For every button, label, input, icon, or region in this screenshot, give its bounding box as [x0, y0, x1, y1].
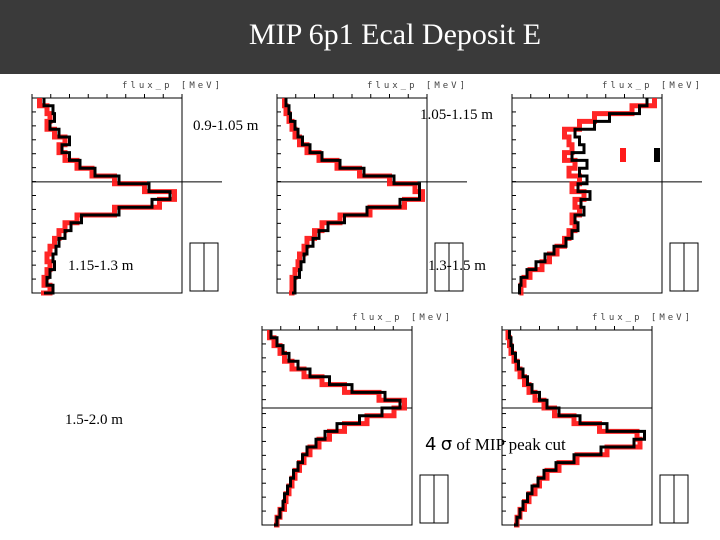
- cut-text: of MIP peak cut: [456, 435, 566, 454]
- chart-svg: flux_p [MeV]: [31, 81, 223, 296]
- cut-number: 4: [425, 434, 437, 455]
- cut-annotation: 4 σ of MIP peak cut: [425, 434, 566, 455]
- page-title: MIP 6p1 Ecal Deposit E: [248, 18, 542, 51]
- series-line-1: [42, 98, 172, 295]
- plot-frame: [501, 329, 653, 526]
- chart-svg: flux_p [MeV]: [501, 313, 693, 528]
- series-line-0: [37, 98, 177, 296]
- legend-red-marker: [620, 148, 626, 162]
- range-label-r2: 1.05-1.15 m: [420, 107, 493, 123]
- chart-panel-bottom-middle: flux_p [MeV]: [250, 310, 465, 535]
- chart-panel-top-middle: flux_p [MeV]: [265, 78, 468, 303]
- range-label-r5: 1.5-2.0 m: [65, 412, 123, 428]
- axis-title: flux_p [MeV]: [592, 313, 693, 323]
- range-label-r1: 0.9-1.05 m: [193, 118, 259, 134]
- sigma-symbol: σ: [440, 434, 453, 455]
- legend-black-marker: [654, 148, 660, 162]
- chart-svg: flux_p [MeV]: [511, 81, 703, 296]
- axis-title: flux_p [MeV]: [367, 81, 468, 91]
- series-line-1: [284, 98, 421, 295]
- axis-title: flux_p [MeV]: [602, 81, 703, 91]
- title-bar: MIP 6p1 Ecal Deposit E: [0, 0, 720, 74]
- series-line-0: [282, 98, 425, 296]
- series-line-0: [518, 98, 657, 296]
- chart-panel-top-left: flux_p [MeV]: [20, 78, 223, 303]
- axis-title: flux_p [MeV]: [122, 81, 223, 91]
- series-line-1: [518, 98, 649, 295]
- chart-panel-bottom-right: flux_p [MeV]: [490, 310, 700, 535]
- axis-title: flux_p [MeV]: [352, 313, 453, 323]
- chart-svg: flux_p [MeV]: [276, 81, 468, 296]
- series-line-1: [269, 330, 402, 527]
- chart-panel-top-right: flux_p [MeV]: [500, 78, 703, 303]
- range-label-r4: 1.3-1.5 m: [428, 258, 486, 274]
- range-label-r3: 1.15-1.3 m: [68, 258, 134, 274]
- series-line-1: [508, 330, 646, 527]
- chart-svg: flux_p [MeV]: [261, 313, 453, 528]
